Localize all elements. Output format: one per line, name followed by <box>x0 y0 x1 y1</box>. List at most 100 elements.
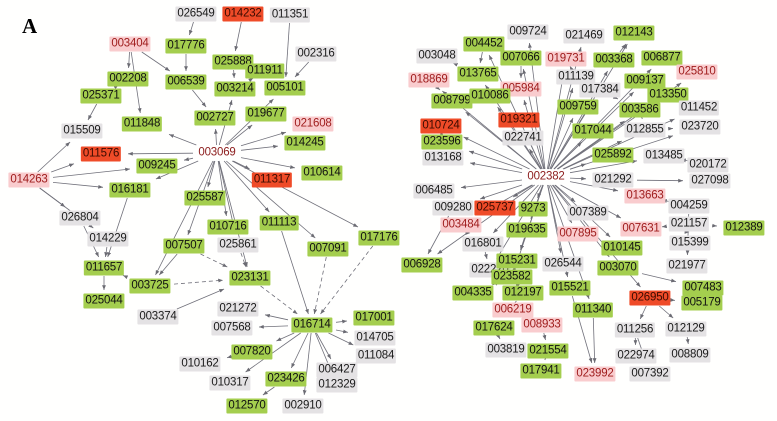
graph-node-010716[interactable]: 010716 <box>207 219 249 235</box>
graph-node-011084[interactable]: 011084 <box>355 348 397 364</box>
graph-node-002910[interactable]: 002910 <box>282 398 324 414</box>
graph-node-014229[interactable]: 014229 <box>87 231 129 247</box>
graph-node-011452[interactable]: 011452 <box>678 100 720 116</box>
graph-node-007066[interactable]: 007066 <box>500 50 542 66</box>
graph-node-008799[interactable]: 008799 <box>431 93 473 109</box>
graph-node-010162[interactable]: 010162 <box>179 356 221 372</box>
graph-node-014245[interactable]: 014245 <box>284 135 326 151</box>
graph-node-025888[interactable]: 025888 <box>212 54 254 70</box>
graph-node-021469[interactable]: 021469 <box>563 28 605 44</box>
graph-node-021157[interactable]: 021157 <box>668 216 710 232</box>
graph-node-015399[interactable]: 015399 <box>669 235 711 251</box>
graph-node-012855[interactable]: 012855 <box>624 122 666 138</box>
graph-node-019731[interactable]: 019731 <box>545 51 587 67</box>
graph-node-013168[interactable]: 013168 <box>422 150 464 166</box>
graph-node-007568[interactable]: 007568 <box>211 320 253 336</box>
graph-node-007895[interactable]: 007895 <box>557 226 599 242</box>
graph-node-015521[interactable]: 015521 <box>549 280 591 296</box>
graph-node-017044[interactable]: 017044 <box>572 123 614 139</box>
graph-node-004452[interactable]: 004452 <box>463 36 505 52</box>
graph-node-022974[interactable]: 022974 <box>615 348 657 364</box>
graph-node-007389[interactable]: 007389 <box>567 205 609 221</box>
graph-node-017776[interactable]: 017776 <box>165 38 207 54</box>
graph-node-006485[interactable]: 006485 <box>413 183 455 199</box>
graph-node-003048[interactable]: 003048 <box>416 48 458 64</box>
graph-node-021608[interactable]: 021608 <box>292 116 334 132</box>
graph-node-003374[interactable]: 003374 <box>137 309 179 325</box>
graph-node-002208[interactable]: 002208 <box>107 71 149 87</box>
graph-node-021977[interactable]: 021977 <box>666 258 708 274</box>
graph-node-007631[interactable]: 007631 <box>620 221 662 237</box>
graph-node-002382[interactable]: 002382 <box>527 170 565 183</box>
graph-node-012129[interactable]: 012129 <box>665 321 707 337</box>
graph-node-012197[interactable]: 012197 <box>502 285 544 301</box>
graph-node-011256[interactable]: 011256 <box>614 322 656 338</box>
graph-node-003484[interactable]: 003484 <box>440 217 482 233</box>
graph-node-009759[interactable]: 009759 <box>557 99 599 115</box>
graph-node-017624[interactable]: 017624 <box>473 320 515 336</box>
graph-node-009137[interactable]: 009137 <box>624 73 666 89</box>
graph-node-003404[interactable]: 003404 <box>109 36 151 52</box>
graph-node-011351[interactable]: 011351 <box>269 7 311 23</box>
graph-node-025892[interactable]: 025892 <box>592 147 634 163</box>
graph-node-011576[interactable]: 011576 <box>80 146 122 162</box>
graph-node-026549[interactable]: 026549 <box>175 6 217 22</box>
graph-node-023720[interactable]: 023720 <box>679 119 721 135</box>
graph-node-009280[interactable]: 009280 <box>432 200 474 216</box>
graph-node-010145[interactable]: 010145 <box>601 240 643 256</box>
graph-node-007091[interactable]: 007091 <box>307 241 349 257</box>
graph-node-011340[interactable]: 011340 <box>572 302 614 318</box>
graph-node-011139[interactable]: 011139 <box>556 69 596 85</box>
graph-node-018869[interactable]: 018869 <box>408 72 450 88</box>
graph-node-007392[interactable]: 007392 <box>629 366 671 382</box>
graph-node-026950[interactable]: 026950 <box>629 290 671 306</box>
graph-node-003069[interactable]: 003069 <box>198 146 236 159</box>
graph-node-009245[interactable]: 009245 <box>136 158 178 174</box>
graph-node-023131[interactable]: 023131 <box>229 270 271 286</box>
graph-node-013765[interactable]: 013765 <box>457 66 499 82</box>
graph-node-003368[interactable]: 003368 <box>593 52 635 68</box>
graph-node-026804[interactable]: 026804 <box>59 210 101 226</box>
graph-node-013485[interactable]: 013485 <box>643 148 685 164</box>
graph-node-016181[interactable]: 016181 <box>109 182 151 198</box>
graph-node-003586[interactable]: 003586 <box>619 102 661 118</box>
graph-node-011657[interactable]: 011657 <box>83 260 125 276</box>
graph-node-006219[interactable]: 006219 <box>492 302 534 318</box>
graph-node-008933[interactable]: 008933 <box>521 317 563 333</box>
graph-node-017176[interactable]: 017176 <box>358 230 400 246</box>
graph-node-009724[interactable]: 009724 <box>507 24 549 40</box>
graph-node-011911[interactable]: 011911 <box>245 63 285 79</box>
graph-node-013350[interactable]: 013350 <box>647 87 689 103</box>
graph-node-007820[interactable]: 007820 <box>231 344 273 360</box>
graph-node-010086[interactable]: 010086 <box>469 88 511 104</box>
graph-node-006427[interactable]: 006427 <box>316 362 358 378</box>
graph-node-014263[interactable]: 014263 <box>8 172 50 188</box>
graph-node-023596[interactable]: 023596 <box>421 134 463 150</box>
graph-node-027098[interactable]: 027098 <box>689 173 731 189</box>
graph-node-006928[interactable]: 006928 <box>401 257 443 273</box>
graph-node-011317[interactable]: 011317 <box>251 172 293 188</box>
graph-node-015509[interactable]: 015509 <box>61 123 103 139</box>
graph-node-002316[interactable]: 002316 <box>295 46 337 62</box>
graph-node-014232[interactable]: 014232 <box>222 6 264 22</box>
graph-node-012570[interactable]: 012570 <box>226 398 268 414</box>
graph-node-021292[interactable]: 021292 <box>592 172 634 188</box>
graph-node-025044[interactable]: 025044 <box>83 293 125 309</box>
graph-node-010317[interactable]: 010317 <box>209 375 251 391</box>
graph-node-017384[interactable]: 017384 <box>579 82 621 98</box>
graph-node-007483[interactable]: 007483 <box>682 280 724 296</box>
graph-node-003214[interactable]: 003214 <box>214 81 256 97</box>
graph-node-026544[interactable]: 026544 <box>542 256 584 272</box>
graph-node-012389[interactable]: 012389 <box>723 220 765 236</box>
graph-node-002727[interactable]: 002727 <box>194 110 236 126</box>
graph-node-020172[interactable]: 020172 <box>687 157 729 173</box>
graph-node-014705[interactable]: 014705 <box>354 330 396 346</box>
graph-node-023426[interactable]: 023426 <box>265 371 307 387</box>
graph-node-013663[interactable]: 013663 <box>624 188 666 204</box>
graph-node-017941[interactable]: 017941 <box>520 363 562 379</box>
graph-node-016714[interactable]: 016714 <box>291 317 333 333</box>
graph-node-025861[interactable]: 025861 <box>217 237 259 253</box>
graph-node-008809[interactable]: 008809 <box>669 347 711 363</box>
graph-node-005101[interactable]: 005101 <box>264 80 306 96</box>
graph-node-012143[interactable]: 012143 <box>613 25 655 41</box>
